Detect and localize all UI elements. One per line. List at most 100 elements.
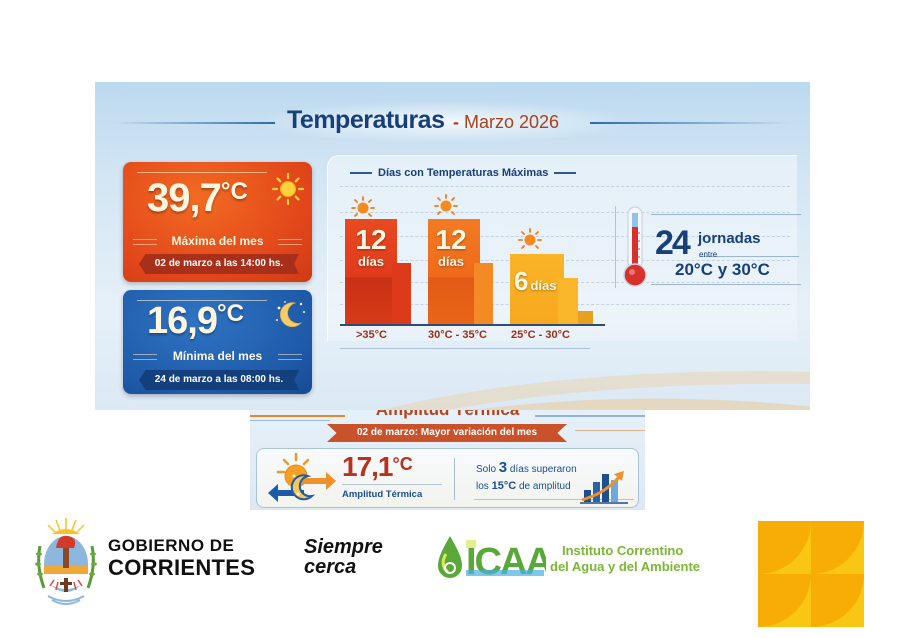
note-line-1: Solo 3 días superaron bbox=[476, 460, 577, 478]
label-dash-right bbox=[278, 354, 302, 360]
gov-line-1: GOBIERNO DE bbox=[108, 536, 235, 555]
title-divider-left bbox=[115, 122, 275, 124]
amplitude-subtitle: 02 de marzo: Mayor variación del mes bbox=[327, 424, 567, 442]
title-divider-right bbox=[590, 122, 790, 124]
chart-bar-value: 12 días bbox=[428, 224, 474, 269]
decorative-swoosh bbox=[381, 371, 810, 410]
chart-bar-gt35 bbox=[345, 219, 397, 324]
chart-title-line-right bbox=[554, 171, 577, 174]
jornadas-connector: entre bbox=[699, 250, 718, 259]
title-glow bbox=[265, 102, 625, 142]
chart-title: Días con Temperaturas Máximas bbox=[378, 166, 549, 179]
gov-line-2: CORRIENTES bbox=[108, 555, 256, 580]
sun-icon bbox=[351, 196, 375, 217]
sun-icon bbox=[271, 172, 305, 206]
yellow-geometric-logo-icon bbox=[758, 521, 864, 627]
jornadas-word: jornadas bbox=[698, 230, 761, 247]
separator-line bbox=[615, 206, 616, 288]
note-prefix: Solo bbox=[476, 464, 497, 475]
max-value-number: 39,7 bbox=[147, 176, 222, 220]
temperature-infographic: Temperaturas - Marzo 2026 39,7°C Máxima … bbox=[95, 82, 810, 410]
decor-line bbox=[651, 214, 801, 215]
chart-bar-25-30-secondary bbox=[558, 278, 578, 324]
label-dash-left bbox=[133, 239, 157, 245]
label-dash-left bbox=[133, 354, 157, 360]
title-line-right bbox=[535, 415, 645, 417]
thermal-amplitude-panel: Amplitud Térmica 02 de marzo: Mayor vari… bbox=[250, 410, 645, 510]
jornadas-range: 20°C y 30°C bbox=[675, 260, 770, 279]
title-row: Temperaturas - Marzo 2026 bbox=[95, 102, 810, 142]
chart-bar-value: 6 días bbox=[514, 268, 574, 294]
card-top-line bbox=[137, 172, 267, 173]
gridline bbox=[340, 212, 790, 213]
sun-icon bbox=[434, 194, 458, 215]
note-suffix: de amplitud bbox=[518, 481, 571, 492]
title-separator: - bbox=[452, 112, 459, 132]
max-temperature-label: Máxima del mes bbox=[171, 234, 264, 248]
min-value-number: 16,9 bbox=[147, 300, 218, 342]
title-line-left bbox=[250, 415, 345, 417]
chart-baseline bbox=[340, 324, 605, 326]
moon-icon bbox=[276, 301, 305, 328]
slogan-line-2: cerca bbox=[304, 556, 357, 578]
slogan-line-1: Siempre bbox=[304, 536, 383, 558]
icaa-name: Instituto Correntino del Agua y del Ambi… bbox=[550, 543, 700, 575]
note-threshold: 15°C bbox=[491, 480, 517, 492]
bar-value-unit: días bbox=[357, 254, 384, 269]
chart-title-line-left bbox=[350, 171, 372, 174]
rising-bar-chart-icon bbox=[580, 471, 628, 504]
gobierno-corrientes-logo-text: GOBIERNO DE CORRIENTES bbox=[108, 537, 255, 579]
icaa-line-1: Instituto Correntino bbox=[562, 543, 684, 558]
amplitude-value-line bbox=[342, 484, 442, 485]
gridline bbox=[340, 186, 790, 187]
chart-bar-gt35-secondary bbox=[392, 263, 411, 324]
title-line-left-2 bbox=[250, 420, 330, 421]
label-dash-right bbox=[278, 239, 302, 245]
chart-bar-value: 12 días bbox=[345, 224, 397, 269]
max-temperature-value: 39,7°C bbox=[147, 176, 248, 221]
bar-value-unit: días bbox=[437, 254, 464, 269]
title-line-right-2 bbox=[575, 430, 645, 431]
bar-value-number: 12 bbox=[435, 224, 467, 255]
thermometer-icon bbox=[623, 206, 647, 287]
x-axis-label: >35°C bbox=[356, 329, 388, 341]
note-line-2: los 15°C de amplitud bbox=[476, 478, 577, 495]
card-top-line bbox=[137, 300, 267, 301]
x-axis-label: 25°C - 30°C bbox=[511, 329, 570, 341]
amplitude-divider bbox=[454, 458, 455, 500]
icaa-line-2: del Agua y del Ambiente bbox=[550, 559, 701, 574]
chart-title-row: Días con Temperaturas Máximas bbox=[344, 164, 582, 182]
jornadas-summary: 24 jornadas entre 20°C y 30°C bbox=[615, 200, 805, 300]
max-temperature-days-chart: Días con Temperaturas Máximas 12 días >3… bbox=[327, 155, 797, 349]
min-temperature-value: 16,9°C bbox=[147, 300, 244, 343]
note-line2-prefix: los bbox=[476, 481, 489, 492]
slogan: Siempre cerca bbox=[304, 537, 383, 577]
max-temperature-date: 02 de marzo a las 14:00 hs. bbox=[139, 254, 299, 274]
amplitude-note: Solo 3 días superaron los 15°C de amplit… bbox=[476, 460, 577, 495]
decor-line bbox=[699, 256, 799, 257]
icaa-logo-icon: ICAA bbox=[438, 536, 546, 582]
title-period-wrap: - Marzo 2026 bbox=[453, 112, 559, 132]
max-value-unit: °C bbox=[220, 178, 248, 205]
corrientes-coat-of-arms-icon bbox=[35, 518, 97, 605]
min-temperature-label: Mínima del mes bbox=[172, 349, 263, 363]
chart-bar-25-30 bbox=[510, 254, 564, 324]
chart-bottom-line bbox=[340, 348, 590, 349]
bar-value-number: 12 bbox=[355, 224, 387, 255]
amplitude-value: 17,1°C bbox=[342, 453, 413, 481]
note-count: 3 bbox=[498, 459, 508, 476]
x-axis-label: 30°C - 35°C bbox=[428, 329, 487, 341]
amplitude-value-label: Amplitud Térmica bbox=[342, 489, 423, 500]
note-underline bbox=[474, 499, 634, 500]
chart-bar-30-35-secondary bbox=[474, 263, 493, 324]
page-title: Temperaturas - Marzo 2026 bbox=[287, 106, 559, 135]
amplitude-value-unit: °C bbox=[392, 454, 413, 474]
sun-icon bbox=[518, 228, 542, 249]
gridline bbox=[340, 260, 790, 261]
chart-bar-25-30-tertiary bbox=[578, 311, 593, 324]
min-value-unit: °C bbox=[216, 300, 244, 327]
min-temperature-card: 16,9°C Mínima del mes 24 de marzo a las … bbox=[123, 290, 312, 394]
max-temperature-card: 39,7°C Máxima del mes 02 de marzo a las … bbox=[123, 162, 312, 282]
jornadas-count: 24 bbox=[655, 224, 691, 262]
gridline bbox=[340, 236, 790, 237]
